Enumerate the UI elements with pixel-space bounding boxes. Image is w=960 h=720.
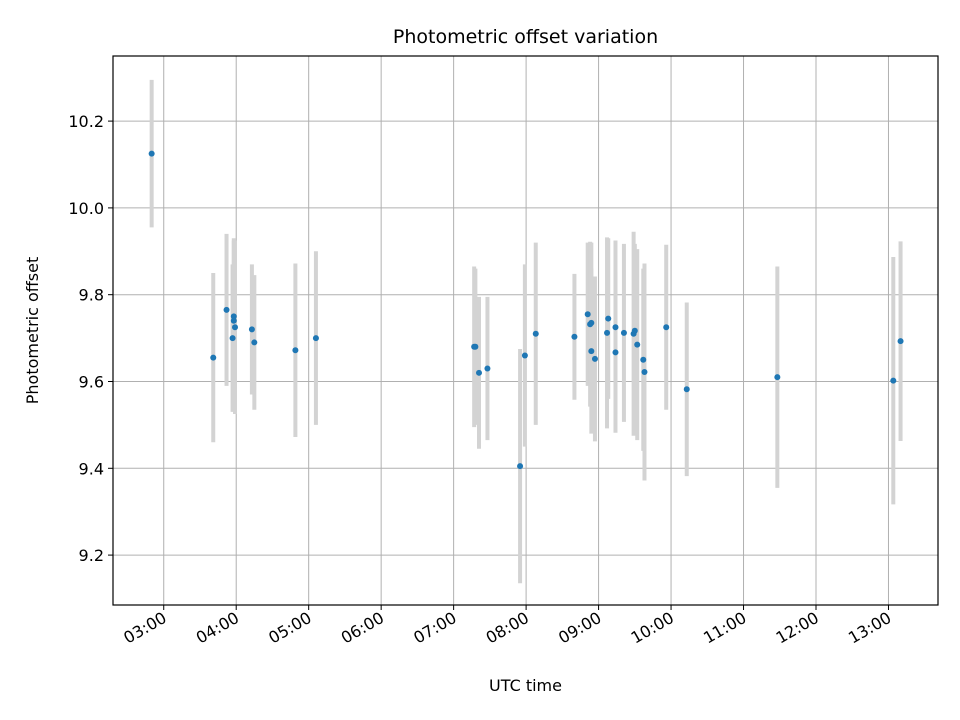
- data-point: [631, 327, 638, 334]
- data-point: [571, 333, 578, 340]
- data-point: [229, 335, 236, 342]
- data-point: [620, 329, 627, 336]
- data-point: [148, 150, 155, 157]
- data-point: [641, 368, 648, 375]
- data-point: [231, 324, 238, 331]
- data-point: [588, 348, 595, 355]
- data-point: [612, 324, 619, 331]
- data-point: [774, 374, 781, 381]
- data-point: [683, 386, 690, 393]
- data-point: [532, 330, 539, 337]
- y-tick-label: 9.2: [79, 546, 104, 565]
- y-tick-label: 9.8: [79, 286, 104, 305]
- y-axis-label: Photometric offset: [23, 257, 42, 405]
- data-point: [634, 341, 641, 348]
- data-point: [584, 311, 591, 318]
- data-point: [663, 324, 670, 331]
- y-tick-label: 10.0: [68, 199, 104, 218]
- data-points: [148, 150, 904, 470]
- data-point: [475, 369, 482, 376]
- data-point: [640, 356, 647, 363]
- data-point: [210, 354, 217, 361]
- chart-title: Photometric offset variation: [393, 26, 658, 48]
- data-point: [897, 338, 904, 345]
- data-point: [604, 329, 611, 336]
- data-point: [591, 355, 598, 362]
- data-point: [612, 349, 619, 356]
- data-point: [248, 326, 255, 333]
- data-point: [292, 347, 299, 354]
- y-tick-label: 10.2: [68, 112, 104, 131]
- data-point: [230, 313, 237, 320]
- data-point: [890, 377, 897, 384]
- data-point: [312, 335, 319, 342]
- data-point: [472, 343, 479, 350]
- data-point: [517, 463, 524, 470]
- data-point: [521, 352, 528, 359]
- plot-frame: [112, 55, 939, 606]
- data-point: [251, 339, 258, 346]
- data-point: [484, 365, 491, 372]
- y-axis-ticks: 9.2 9.4 9.6 9.8 10.0 10.2: [68, 112, 113, 565]
- data-point: [230, 317, 237, 324]
- y-tick-label: 9.4: [79, 459, 104, 478]
- y-tick-label: 9.6: [79, 372, 104, 391]
- x-axis-label: UTC time: [489, 676, 562, 695]
- data-point: [588, 319, 595, 326]
- data-point: [223, 306, 230, 313]
- data-point: [605, 315, 612, 322]
